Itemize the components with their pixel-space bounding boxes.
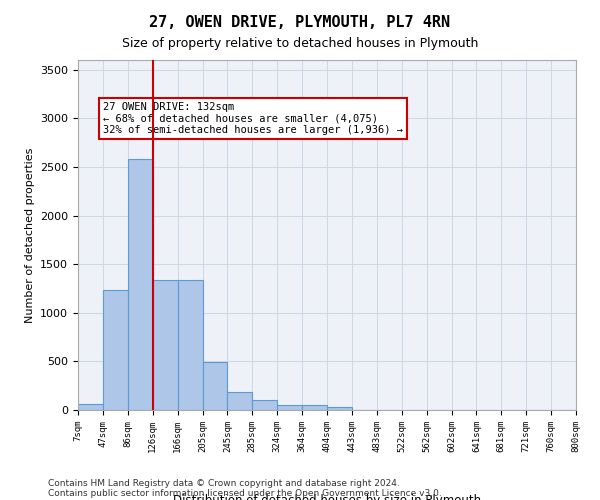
Bar [128,159,153,410]
Bar [327,407,352,410]
Bar [277,405,302,410]
Bar [78,404,103,410]
Bar [203,362,227,410]
Text: Size of property relative to detached houses in Plymouth: Size of property relative to detached ho… [122,38,478,51]
Bar [103,290,128,410]
Bar [152,280,178,410]
Text: Contains HM Land Registry data © Crown copyright and database right 2024.: Contains HM Land Registry data © Crown c… [48,478,400,488]
Bar [178,280,203,410]
Text: Contains public sector information licensed under the Open Government Licence v3: Contains public sector information licen… [48,488,442,498]
X-axis label: Distribution of detached houses by size in Plymouth: Distribution of detached houses by size … [173,494,481,500]
Y-axis label: Number of detached properties: Number of detached properties [25,148,35,322]
Bar [227,392,253,410]
Text: 27, OWEN DRIVE, PLYMOUTH, PL7 4RN: 27, OWEN DRIVE, PLYMOUTH, PL7 4RN [149,15,451,30]
Bar [302,405,327,410]
Bar [253,400,277,410]
Text: 27 OWEN DRIVE: 132sqm
← 68% of detached houses are smaller (4,075)
32% of semi-d: 27 OWEN DRIVE: 132sqm ← 68% of detached … [103,102,403,135]
